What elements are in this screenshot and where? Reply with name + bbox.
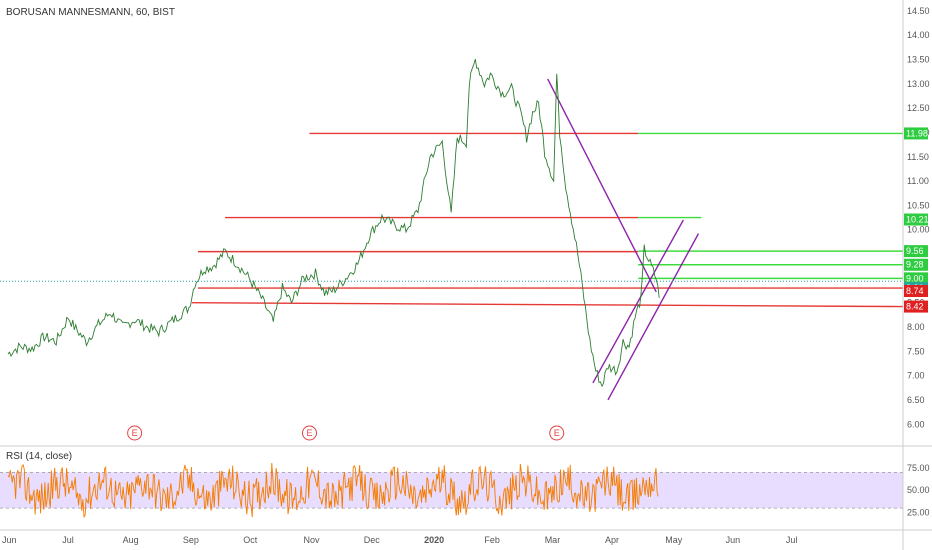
price-tick-label: 7.00: [907, 371, 925, 381]
time-tick-label: May: [665, 535, 683, 545]
time-tick-label: Apr: [605, 535, 619, 545]
price-badge: [904, 285, 928, 298]
resistance-line-red: [191, 301, 904, 308]
price-tick-label: 14.00: [907, 30, 930, 40]
price-badge: [904, 245, 928, 258]
trend-channel-line: [547, 78, 657, 293]
price-badge-label: 8.74: [906, 286, 924, 296]
price-tick-label: 7.50: [907, 346, 925, 356]
time-tick-label: Mar: [545, 535, 561, 545]
rsi-band: [0, 472, 903, 509]
price-tick-label: 6.50: [907, 395, 925, 405]
price-tick-label: 12.50: [907, 103, 930, 113]
rsi-title: RSI (14, close): [6, 451, 72, 462]
price-tick-label: 11.00: [907, 176, 929, 186]
price-badge-label: 8.42: [906, 302, 924, 312]
earnings-event-marker[interactable]: [549, 425, 565, 441]
rsi-axis: 75.00 50.00 25.00: [0, 463, 930, 518]
rsi-tick-label: 50.00: [907, 485, 930, 495]
earnings-event-marker[interactable]: [302, 425, 317, 441]
rsi-line: [7, 462, 659, 519]
rsi-tick-label: 75.00: [907, 463, 930, 473]
time-tick-label: Oct: [243, 535, 258, 545]
time-tick-label: Sep: [183, 535, 199, 545]
price-badge: [904, 258, 928, 271]
time-axis: Jun Jul Aug Sep Oct Nov Dec 2020 Feb Mar Apr May Jun…: [2, 535, 797, 545]
price-tick-label: 8.00: [907, 322, 925, 332]
time-tick-label: 2020: [424, 535, 444, 545]
price-badge: [904, 213, 928, 226]
time-tick-label: Jul: [62, 535, 74, 545]
price-badge: [904, 127, 928, 140]
price-tick-label: 13.50: [907, 55, 930, 65]
earnings-event-label: E: [132, 428, 138, 438]
trend-channel-line: [592, 219, 684, 384]
trend-channel-line: [607, 233, 700, 401]
time-tick-label: Jul: [786, 535, 798, 545]
price-badge: [904, 300, 928, 313]
rsi-tick-label: 25.00: [907, 508, 930, 518]
chart-title: BORUSAN MANNESMANN, 60, BIST: [6, 7, 175, 18]
price-badge-label: 10.21: [906, 215, 929, 225]
price-tick-label: 10.50: [907, 200, 930, 210]
price-series-line: [7, 58, 660, 388]
price-badge-label: 11.98: [906, 128, 928, 138]
time-tick-label: Jun: [726, 535, 741, 545]
earnings-event-marker[interactable]: [127, 425, 143, 441]
annotation-lines: [191, 78, 904, 401]
time-tick-label: Nov: [304, 535, 321, 545]
price-tick-label: 6.00: [907, 419, 925, 429]
price-tick-label: 14.50: [907, 6, 930, 16]
earnings-event-label: E: [307, 428, 313, 438]
price-tick-label: 10.00: [907, 225, 930, 235]
price-badge: [904, 272, 928, 285]
price-tick-label: 13.00: [907, 79, 930, 89]
price-badge-label: 9.28: [906, 260, 924, 270]
time-tick-label: Jun: [2, 535, 17, 545]
earnings-event-label: E: [554, 428, 560, 438]
time-tick-label: Feb: [484, 535, 500, 545]
time-tick-label: Dec: [364, 535, 381, 545]
price-badge-label: 9.56: [906, 246, 924, 256]
price-tick-label: 11.50: [907, 152, 929, 162]
price-badge-label: 9.00: [906, 273, 924, 283]
time-tick-label: Aug: [123, 535, 139, 545]
